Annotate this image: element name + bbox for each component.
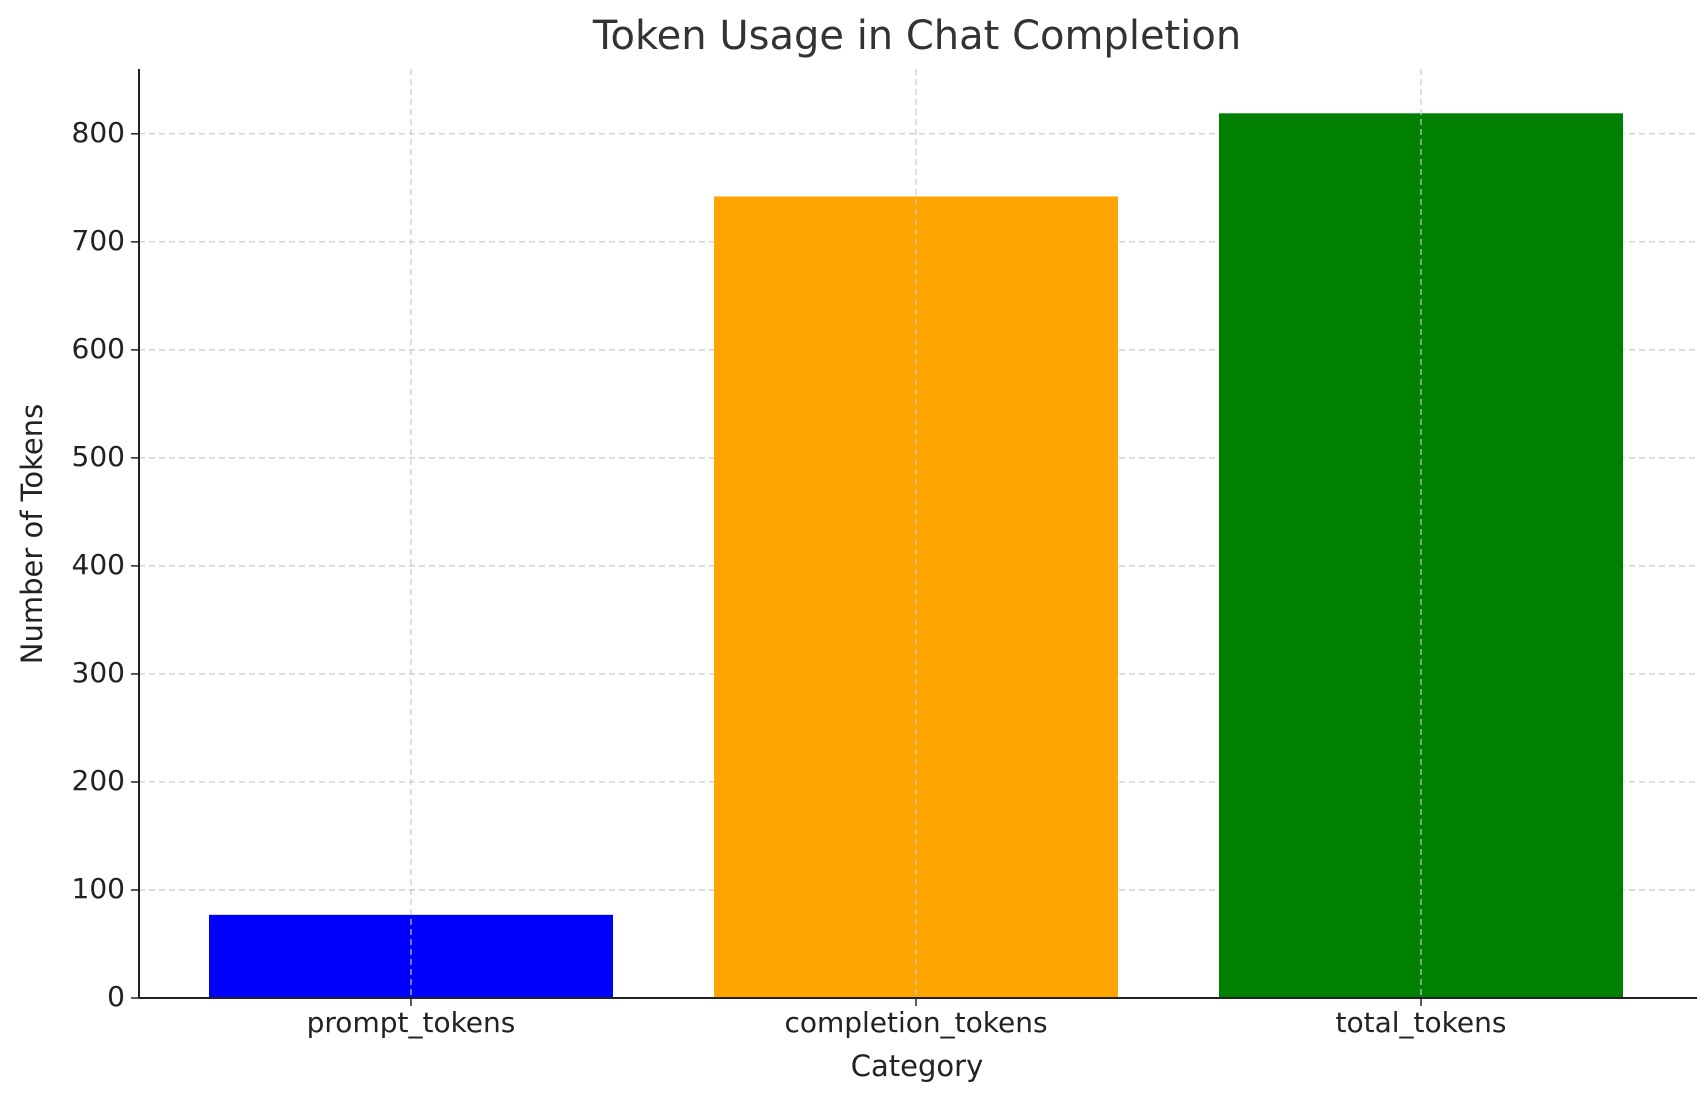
- bar: [209, 914, 613, 998]
- y-tick-label: 700: [72, 224, 125, 257]
- x-tick-label: completion_tokens: [784, 1006, 1047, 1039]
- x-tick-label: total_tokens: [1336, 1006, 1507, 1039]
- chart-title: Token Usage in Chat Completion: [592, 13, 1241, 59]
- y-axis-label: Number of Tokens: [15, 404, 49, 665]
- x-axis-label: Category: [851, 1049, 983, 1083]
- y-tick-label: 500: [72, 440, 125, 473]
- y-tick-label: 100: [72, 872, 125, 905]
- y-tick-label: 400: [72, 548, 125, 581]
- x-tick-label: prompt_tokens: [307, 1006, 516, 1039]
- bar: [714, 196, 1118, 999]
- y-tick-label: 0: [107, 980, 125, 1013]
- y-tick-label: 800: [72, 116, 125, 149]
- y-tick-label: 300: [72, 656, 125, 689]
- y-tick-label: 200: [72, 764, 125, 797]
- y-tick-label: 600: [72, 332, 125, 365]
- bar: [1219, 113, 1623, 998]
